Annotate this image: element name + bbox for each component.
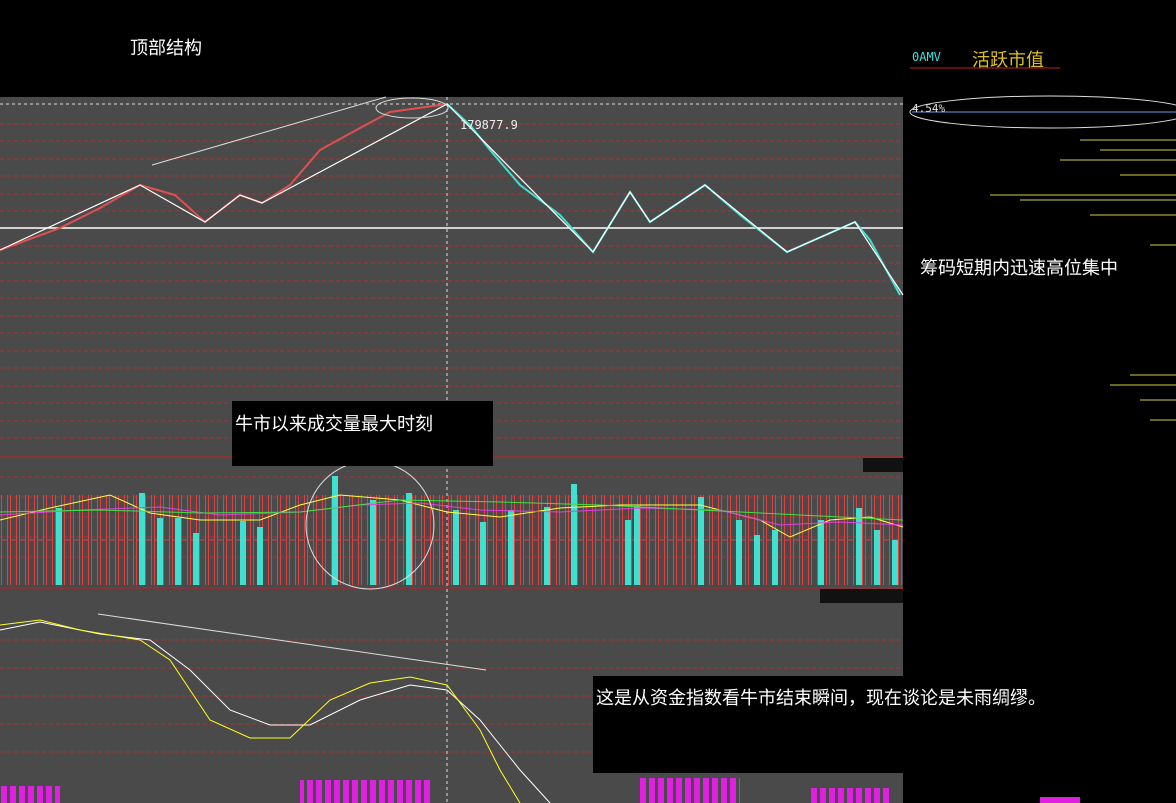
indicator-name: 活跃市值: [972, 50, 1044, 71]
fund-signal: [0, 619, 521, 803]
fund-histogram: [640, 778, 740, 803]
indicator-percent: 4.54%: [912, 102, 946, 115]
chip-distribution: [990, 139, 1176, 421]
indicator-code: 0AMV: [912, 50, 941, 64]
divergence-line: [97, 613, 487, 671]
volume-ma: [0, 499, 904, 521]
chip-circle: [909, 95, 1176, 129]
annotation-box: [593, 676, 903, 773]
volume-bars: [0, 495, 903, 585]
title: 顶部结构: [130, 38, 202, 59]
fund-histogram: [1040, 797, 1080, 803]
trendline: [151, 96, 387, 166]
zigzag: [0, 103, 904, 296]
annotation: 牛市以来成交量最大时刻: [235, 414, 433, 435]
annotation: 这是从资金指数看牛市结束瞬间，现在谈论是未雨绸缪。: [596, 688, 1046, 709]
annotation: 筹码短期内迅速高位集中: [920, 258, 1118, 279]
toolbar[interactable]: [863, 458, 903, 472]
volume-ma: [0, 502, 904, 526]
toolbar[interactable]: [820, 589, 903, 603]
fund-histogram: [300, 780, 430, 803]
annotation-box: [232, 401, 493, 466]
fund-histogram: [810, 788, 890, 803]
peak-label: 179877.9: [460, 118, 518, 132]
volume-down: [56, 476, 898, 585]
peak-circle: [375, 97, 449, 119]
fund-histogram: [0, 786, 60, 803]
volume-ma: [0, 494, 904, 538]
